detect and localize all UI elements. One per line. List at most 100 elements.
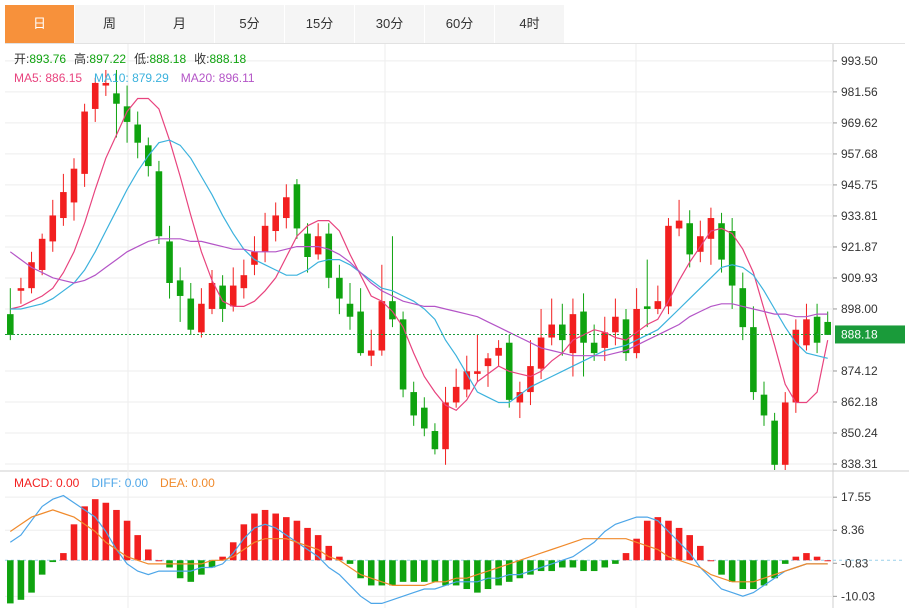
macd-bar bbox=[516, 560, 524, 579]
macd-bar bbox=[495, 560, 502, 586]
candle-body bbox=[590, 342, 598, 354]
candle-body bbox=[314, 236, 322, 255]
macd-bar bbox=[654, 517, 662, 561]
macd-bar bbox=[261, 509, 269, 561]
macd-bar bbox=[17, 560, 25, 600]
macd-bar bbox=[728, 560, 736, 582]
macd-tick-label: -10.03 bbox=[841, 589, 875, 603]
price-tick-label: 957.68 bbox=[841, 147, 878, 161]
macd-bar bbox=[367, 560, 375, 586]
candle-body bbox=[134, 124, 141, 143]
tab-3[interactable]: 5分 bbox=[215, 5, 284, 43]
macd-bar bbox=[484, 560, 492, 590]
tab-5[interactable]: 30分 bbox=[355, 5, 424, 43]
macd-bar bbox=[325, 545, 333, 561]
macd-bar bbox=[357, 560, 364, 579]
macd-bar bbox=[314, 535, 322, 561]
candle-body bbox=[442, 402, 449, 450]
candle-body bbox=[123, 106, 131, 122]
ma-legend-item: MA10: 879.29 bbox=[94, 71, 169, 85]
macd-bar bbox=[824, 560, 831, 562]
macd-bar bbox=[750, 560, 757, 590]
price-axes: 993.50 981.56 969.62 957.68 945.75 933.81 921.… bbox=[5, 54, 905, 471]
macd-bar bbox=[155, 560, 163, 562]
candle-body bbox=[346, 303, 354, 317]
macd-legend-item: DIFF: 0.00 bbox=[91, 476, 148, 490]
candle-body bbox=[325, 233, 333, 278]
macd-tick-label: -0.83 bbox=[841, 556, 869, 570]
macd-bar bbox=[293, 520, 301, 561]
candle-body bbox=[495, 347, 502, 356]
macd-bar bbox=[346, 560, 354, 564]
tab-6[interactable]: 60分 bbox=[425, 5, 494, 43]
candle-body bbox=[537, 337, 545, 369]
kline-chart: 17.55 8.36 -0.83 -10.03 MACD: 0.00 DIFF: 0.00… bbox=[0, 44, 909, 608]
macd-bar bbox=[537, 560, 545, 572]
candle-body bbox=[527, 366, 534, 393]
price-tick-label: 981.56 bbox=[841, 85, 878, 99]
candle-body bbox=[421, 407, 428, 429]
tab-4[interactable]: 15分 bbox=[285, 5, 354, 43]
ohlc-label: 低: bbox=[134, 52, 149, 66]
macd-bar bbox=[378, 560, 386, 586]
ma-legend: MA5: 886.15 MA10: 879.29 MA20: 896.11 bbox=[14, 71, 255, 85]
ma-legend-item: MA20: 896.11 bbox=[181, 71, 255, 85]
candle-body bbox=[463, 371, 471, 390]
candle-body bbox=[665, 225, 672, 307]
candle-body bbox=[781, 402, 789, 465]
macd-bar bbox=[219, 556, 226, 561]
price-tick-label: 933.81 bbox=[841, 209, 878, 223]
macd-bar bbox=[781, 560, 789, 564]
tab-2[interactable]: 月 bbox=[145, 5, 214, 43]
candle-body bbox=[293, 184, 301, 229]
candle-body bbox=[240, 275, 248, 289]
macd-bar bbox=[803, 553, 810, 561]
macd-bar bbox=[792, 556, 800, 561]
candle-body bbox=[707, 218, 715, 239]
macd-bar bbox=[813, 556, 821, 561]
macd-bar bbox=[304, 527, 311, 561]
tab-1[interactable]: 周 bbox=[75, 5, 144, 43]
tab-7[interactable]: 4时 bbox=[495, 5, 564, 43]
tab-0[interactable]: 日 bbox=[5, 5, 74, 43]
candle-body bbox=[399, 319, 407, 390]
ohlc-value: 893.76 bbox=[29, 52, 66, 66]
candle-body bbox=[91, 82, 99, 109]
price-tick-label: 862.18 bbox=[841, 395, 878, 409]
macd-panel: 17.55 8.36 -0.83 -10.03 MACD: 0.00 DIFF: 0.00… bbox=[5, 476, 905, 605]
macd-bar bbox=[675, 527, 683, 561]
price-tick-label: 874.12 bbox=[841, 364, 878, 378]
candle-body bbox=[410, 392, 417, 416]
macd-bar bbox=[463, 560, 471, 590]
ohlc-value: 888.18 bbox=[149, 52, 186, 66]
candle-body bbox=[28, 262, 35, 289]
candle-body bbox=[739, 288, 747, 328]
candle-body bbox=[49, 215, 57, 242]
macd-legend-item: DEA: 0.00 bbox=[160, 476, 215, 490]
candle-body bbox=[60, 192, 67, 219]
macd-bar bbox=[389, 560, 396, 586]
candle-body bbox=[70, 168, 78, 203]
macd-bar bbox=[123, 520, 131, 561]
macd-bar bbox=[431, 560, 439, 582]
macd-bar bbox=[421, 560, 428, 582]
candle-body bbox=[675, 220, 683, 229]
macd-bar bbox=[134, 535, 141, 561]
candle-body bbox=[516, 392, 524, 403]
ohlc-value: 897.22 bbox=[89, 52, 126, 66]
moving-average-lines bbox=[9, 97, 829, 412]
candle-body bbox=[686, 223, 693, 255]
price-tick-label: 909.93 bbox=[841, 271, 878, 285]
macd-bar bbox=[527, 560, 534, 575]
macd-bar bbox=[272, 513, 279, 561]
macd-bar bbox=[49, 560, 57, 563]
last-price-label: 888.18 bbox=[841, 327, 878, 341]
candle-body bbox=[166, 241, 173, 283]
candle-body bbox=[229, 285, 237, 307]
candle-body bbox=[272, 215, 279, 232]
macd-bar bbox=[707, 560, 715, 562]
macd-bar bbox=[113, 509, 120, 561]
candle-body bbox=[304, 233, 311, 257]
candle-body bbox=[559, 324, 566, 341]
ohlc-label: 高: bbox=[74, 51, 89, 66]
